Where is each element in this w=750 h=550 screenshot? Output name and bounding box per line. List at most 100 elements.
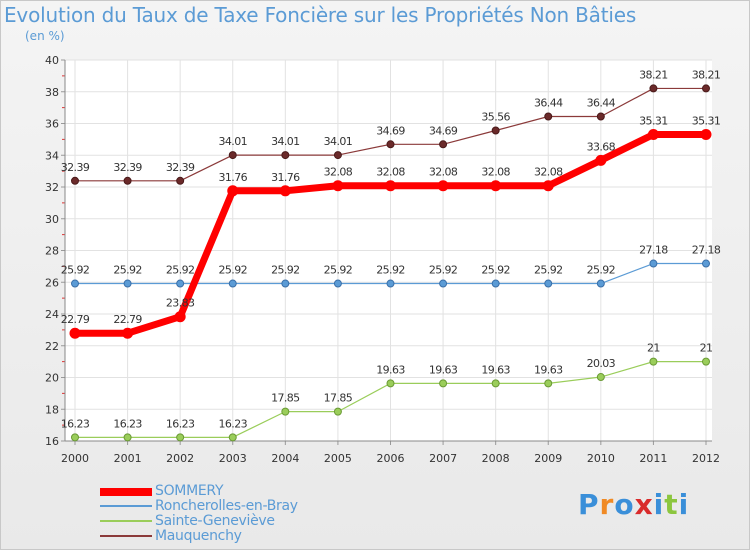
data-label: 25.92	[271, 264, 300, 277]
data-label: 34.01	[219, 135, 248, 148]
data-point	[227, 185, 239, 197]
x-tick-label: 2009	[534, 452, 562, 465]
legend-item-mauquenchy: Mauquenchy	[100, 528, 360, 544]
data-label: 25.92	[534, 264, 563, 277]
data-label: 23.83	[166, 297, 195, 310]
y-tick-label: 34	[45, 149, 59, 162]
data-point	[439, 140, 448, 149]
data-point	[176, 176, 185, 185]
data-point	[700, 128, 712, 140]
y-tick-label: 28	[45, 245, 59, 258]
data-label: 19.63	[534, 363, 563, 376]
y-tick-label: 30	[45, 213, 59, 226]
legend-item-sommery: SOMMERY	[100, 483, 360, 499]
y-tick-label: 22	[45, 340, 59, 353]
y-tick-label: 26	[45, 276, 59, 289]
logo-letter: t	[664, 488, 679, 521]
legend-swatch	[100, 535, 152, 537]
legend-label: Mauquenchy	[155, 528, 242, 544]
chart-title: Evolution du Taux de Taxe Foncière sur l…	[4, 3, 637, 27]
x-tick-label: 2007	[429, 452, 457, 465]
data-point	[71, 176, 79, 185]
data-label: 25.92	[481, 264, 510, 277]
data-point	[544, 112, 553, 121]
data-point	[649, 84, 658, 93]
data-label: 36.44	[587, 97, 616, 110]
data-label: 31.76	[219, 171, 248, 184]
data-point	[69, 327, 81, 339]
data-point	[176, 433, 185, 442]
data-point	[491, 379, 500, 388]
logo-letter: i	[678, 488, 690, 521]
data-point	[702, 357, 710, 366]
data-point	[176, 279, 185, 288]
data-label: 25.92	[376, 264, 405, 277]
data-label: 35.56	[481, 110, 510, 123]
proxiti-logo: Proxiti	[578, 488, 689, 521]
data-point	[333, 279, 342, 288]
y-tick-label: 24	[45, 308, 59, 321]
legend: SOMMERY Roncherolles-en-Bray Sainte-Gene…	[100, 483, 360, 544]
data-label: 16.23	[166, 417, 195, 430]
data-point	[702, 259, 710, 268]
data-point	[439, 279, 448, 288]
data-point	[490, 180, 502, 192]
data-label: 22.79	[61, 313, 90, 326]
data-point	[174, 311, 186, 323]
logo-letter: o	[614, 488, 635, 521]
logo-letter: r	[599, 488, 615, 521]
y-tick-label: 38	[45, 86, 59, 99]
legend-label: SOMMERY	[155, 483, 224, 499]
x-tick-label: 2004	[271, 452, 299, 465]
data-point	[386, 279, 395, 288]
data-label: 21	[700, 342, 713, 355]
data-point	[279, 185, 291, 197]
y-tick-label: 18	[45, 403, 59, 416]
data-point	[491, 279, 500, 288]
data-label: 25.92	[219, 264, 248, 277]
data-label: 25.92	[587, 264, 616, 277]
data-point	[386, 140, 395, 149]
data-point	[647, 128, 659, 140]
data-point	[228, 279, 237, 288]
data-point	[71, 433, 79, 442]
x-tick-label: 2008	[482, 452, 510, 465]
data-point	[123, 279, 132, 288]
data-label: 27.18	[639, 244, 668, 257]
data-point	[544, 279, 553, 288]
data-label: 32.39	[166, 161, 195, 174]
data-label: 17.85	[324, 392, 353, 405]
data-label: 32.08	[481, 166, 510, 179]
y-tick-label: 20	[45, 372, 59, 385]
x-tick-label: 2003	[219, 452, 247, 465]
line-chart: 16 18 20 22 24 26 28 30 32 34 36 38 40 2000 2001 2002 20…	[45, 54, 721, 465]
data-label: 21	[647, 342, 660, 355]
legend-label: Roncherolles-en-Bray	[155, 498, 298, 514]
data-point	[437, 180, 449, 192]
data-label: 25.92	[113, 264, 142, 277]
data-label: 32.08	[376, 166, 405, 179]
data-point	[386, 379, 395, 388]
logo-letter: P	[578, 488, 600, 521]
data-label: 27.18	[692, 244, 721, 257]
data-label: 16.23	[113, 417, 142, 430]
data-label: 25.92	[61, 264, 90, 277]
legend-item-sainte-genevieve: Sainte-Geneviève	[100, 513, 360, 529]
data-label: 32.08	[534, 166, 563, 179]
data-point	[281, 279, 290, 288]
data-label: 35.31	[639, 114, 668, 127]
data-label: 31.76	[271, 171, 300, 184]
data-label: 22.79	[113, 313, 142, 326]
x-tick-label: 2002	[166, 452, 194, 465]
data-label: 19.63	[429, 363, 458, 376]
data-label: 34.69	[376, 124, 405, 137]
x-tick-label: 2005	[324, 452, 352, 465]
data-label: 36.44	[534, 97, 563, 110]
data-point	[491, 126, 500, 135]
data-point	[333, 151, 342, 160]
data-point	[542, 180, 554, 192]
data-point	[281, 407, 290, 416]
legend-swatch	[100, 505, 152, 507]
x-tick-label: 2011	[639, 452, 667, 465]
data-label: 19.63	[481, 363, 510, 376]
